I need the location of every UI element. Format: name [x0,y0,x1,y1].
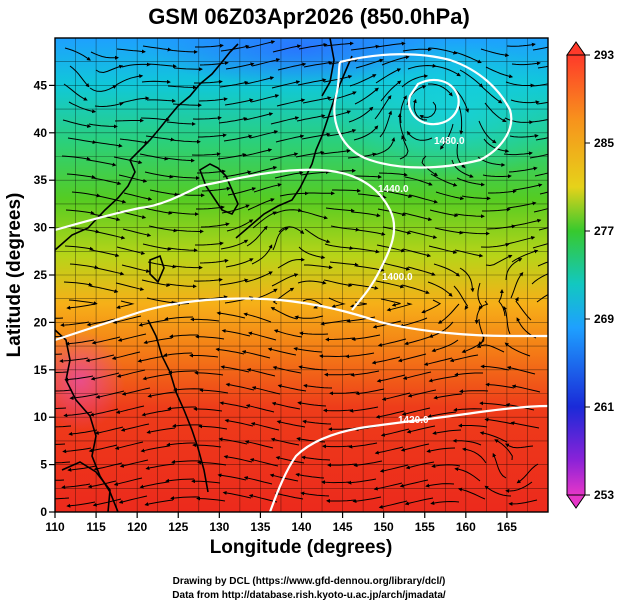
x-tick-label: 145 [333,520,353,534]
x-tick-label: 120 [127,520,147,534]
y-tick-label: 0 [40,505,47,519]
contour-label-1440: 1440.0 [378,184,409,195]
colorbar-bottom-arrow [567,495,585,508]
x-tick-label: 155 [415,520,435,534]
streamline [38,408,66,409]
x-tick-label: 135 [250,520,270,534]
y-tick-label: 15 [34,363,48,377]
streamline [115,121,143,122]
colorbar-tick-label: 293 [594,48,614,62]
colorbar-tick-label: 253 [594,488,614,502]
contour-label-1400: 1400.0 [382,272,413,283]
y-tick-label: 25 [34,268,48,282]
x-tick-label: 160 [456,520,476,534]
x-tick-label: 150 [374,520,394,534]
y-axis-ticks: 0 5 10 15 20 25 30 35 40 45 [34,78,55,519]
x-tick-label: 140 [291,520,311,534]
warm-land-region [35,330,125,430]
colorbar-tick-label: 269 [594,312,614,326]
credit-data: Data from http://database.rish.kyoto-u.a… [172,590,446,601]
streamline [320,356,348,357]
y-tick-label: 30 [34,221,48,235]
colorbar-tick-label: 261 [594,400,614,414]
colorbar-scale [567,55,585,495]
colorbar-top-arrow [567,42,585,55]
y-tick-label: 5 [40,458,47,472]
credit-drawing: Drawing by DCL (https://www.gfd-dennou.o… [173,576,446,587]
y-tick-label: 35 [34,173,48,187]
x-axis-label: Longitude (degrees) [210,537,393,558]
contour-label-1420: 1420.0 [398,415,429,426]
colorbar-tick-label: 277 [594,224,614,238]
x-axis-ticks: 110 115 120 125 130 135 140 145 150 155 160 165 [45,512,517,534]
streamline [37,444,65,445]
grid-lines [55,38,548,512]
map-title: GSM 06Z03Apr2026 (850.0hPa) [148,4,470,29]
x-tick-label: 165 [497,520,517,534]
x-tick-label: 115 [86,520,106,534]
y-tick-label: 45 [34,78,48,92]
x-tick-label: 130 [209,520,229,534]
colorbar-tick-label: 285 [594,136,614,150]
y-tick-label: 20 [34,315,48,329]
colorbar-ticks: 293 285 277 269 261 253 [585,48,614,502]
streamline [322,482,350,483]
contour-label-1480: 1480.0 [434,136,465,147]
y-axis-label: Latitude (degrees) [4,193,25,358]
x-tick-label: 125 [168,520,188,534]
x-tick-label: 110 [45,520,65,534]
y-tick-label: 10 [34,410,48,424]
colorbar: 293 285 277 269 261 253 [567,42,614,508]
plot-area: 1420.0 1440.0 1400.0 1480.0 [34,8,570,512]
y-tick-label: 40 [34,126,48,140]
